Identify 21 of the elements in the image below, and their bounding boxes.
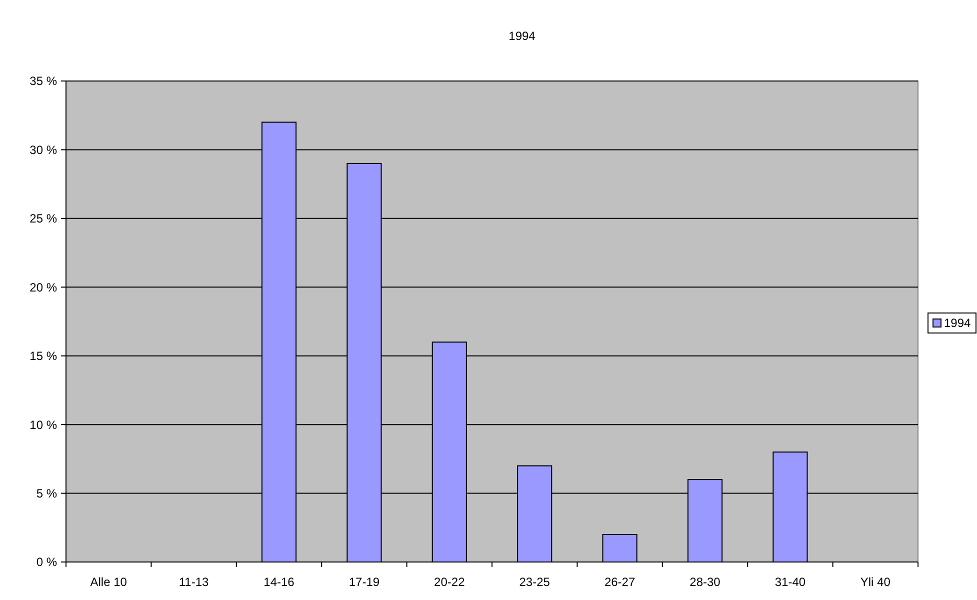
y-tick-label: 25 % bbox=[30, 212, 58, 226]
y-tick-label: 5 % bbox=[36, 486, 58, 500]
y-tick-label: 15 % bbox=[30, 349, 58, 364]
x-tick-label: 28-30 bbox=[690, 575, 721, 589]
x-tick-label: 31-40 bbox=[774, 575, 806, 589]
y-tick-label: 0 % bbox=[36, 555, 58, 570]
x-tick-label: 17-19 bbox=[348, 575, 380, 589]
x-tick-label: 20-22 bbox=[434, 575, 466, 589]
legend-label: 1994 bbox=[944, 316, 972, 330]
x-tick-label: 26-27 bbox=[604, 575, 636, 589]
x-tick-label: Yli 40 bbox=[860, 575, 891, 589]
x-tick-label: Alle 10 bbox=[90, 575, 128, 589]
y-tick-label: 30 % bbox=[30, 142, 58, 157]
chart-title: 1994 bbox=[508, 29, 536, 43]
y-tick-label: 35 % bbox=[30, 74, 58, 88]
bar bbox=[602, 534, 638, 562]
x-tick-label: 14-16 bbox=[264, 575, 295, 589]
y-tick-label: 20 % bbox=[30, 280, 58, 294]
x-tick-label: 11-13 bbox=[178, 575, 210, 589]
x-tick-label: 23-25 bbox=[519, 575, 550, 589]
y-tick-label: 10 % bbox=[30, 418, 58, 432]
